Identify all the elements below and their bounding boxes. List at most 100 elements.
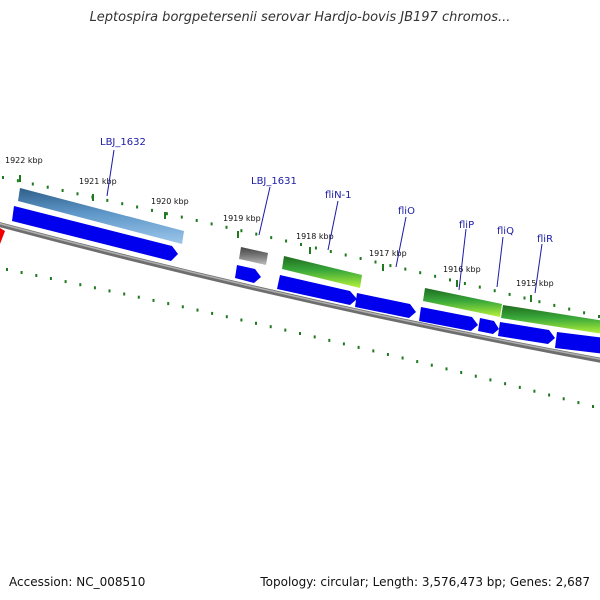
genome-backbone-highlight [0,222,600,360]
ruler-tick [518,385,521,389]
ruler-tick [225,225,228,229]
ruler-tick [121,202,124,206]
cds-arrow[interactable] [235,265,261,283]
ruler-tick [328,338,331,342]
ruler-tick [284,328,287,332]
ruler-tick [210,222,213,226]
ruler-tick [489,378,492,382]
ruler-tick [180,215,183,219]
ruler-tick [389,264,392,268]
gene-label-flip[interactable]: fliP [459,220,474,231]
cds-arrow[interactable] [12,206,178,261]
ruler-tick [344,253,347,257]
tick-label: 1919 kbp [223,214,261,223]
gene-feature-lbj1631[interactable] [239,247,268,265]
ruler-tick [108,289,111,293]
tick-label: 1920 kbp [151,197,189,206]
gene-label-lbj1631[interactable]: LBJ_1631 [251,176,297,187]
ruler-tick [299,332,301,335]
accession-text: Accession: NC_008510 [9,575,146,589]
map-title: Leptospira borgpetersenii serovar Hardjo… [89,10,511,25]
ruler-tick [31,182,34,186]
ruler-tick [538,300,541,304]
ruler-tick [374,260,377,264]
ruler-tick [404,267,407,271]
ruler-tick [419,271,422,275]
ruler-tick [359,257,362,260]
ruler-tick [493,289,496,293]
ruler-tick [79,283,82,287]
genome-backbone [0,222,600,363]
tick-label: 1921 kbp [79,177,117,186]
gene-label-lbj1632[interactable]: LBJ_1632 [100,137,146,148]
ruler-tick [583,311,586,315]
major-ticks [19,175,532,302]
ruler-tick [35,274,38,277]
ruler-tick [598,315,600,318]
gene-label-flin1[interactable]: fliN-1 [325,190,352,201]
ruler-tick [20,271,23,274]
gene-feature-lbj1632[interactable] [18,188,184,244]
gene-label-fliq[interactable]: fliQ [497,226,514,237]
ruler-tick [445,367,448,371]
ruler-tick [401,356,404,360]
ruler-tick [255,232,258,236]
ruler-tick [196,308,199,312]
gene-track [18,188,600,334]
ruler-tick [136,205,139,209]
cds-arrow[interactable] [478,318,499,334]
ruler-tick [504,382,507,386]
ruler-tick [313,335,316,339]
tick-label: 1918 kbp [296,232,334,241]
tick-label: 1917 kbp [369,249,407,258]
gene-feature-fliq-flir[interactable] [501,305,600,334]
ruler-tick [342,342,345,346]
ruler-tick [430,363,433,367]
cds-track [12,206,600,354]
topology-text: Topology: circular; Length: 3,576,473 bp… [260,575,590,589]
cds-arrow[interactable] [498,322,555,344]
gene-feature-flio-flip[interactable] [423,288,502,317]
gene-feature-flin1[interactable] [282,256,362,288]
cds-arrow[interactable] [355,293,416,318]
ruler-tick [478,285,481,289]
ruler-tick [225,315,228,319]
ruler-tick [533,389,536,393]
lower-tick-ruler [6,268,594,408]
ruler-tick [386,353,389,356]
ruler-tick [568,307,571,311]
gene-labels: LBJ_1632 LBJ_1631 fliN-1 fliO fliP fliQ … [100,137,553,294]
ruler-tick [46,185,49,189]
ruler-tick [255,321,257,325]
ruler-tick [269,325,272,329]
ruler-tick [460,371,463,374]
ruler-tick [93,286,96,290]
ruler-tick [592,405,594,408]
ruler-tick [240,318,243,322]
ruler-tick [123,292,126,296]
ruler-tick [463,282,466,285]
cds-arrow[interactable] [419,307,478,331]
gene-label-flio[interactable]: fliO [398,206,415,217]
ruler-tick [137,295,140,299]
ruler-tick [211,311,214,315]
tick-label: 1915 kbp [516,279,554,288]
ruler-tick [106,198,109,202]
ruler-tick [76,192,79,196]
red-marker [0,228,5,244]
ruler-tick [357,345,360,349]
ruler-tick [548,393,551,397]
ruler-tick [523,296,526,300]
gene-label-flir[interactable]: fliR [537,234,553,245]
ruler-tick [195,219,198,222]
cds-arrow[interactable] [277,275,357,305]
ruler-tick [508,292,511,296]
ruler-tick [2,176,4,179]
ruler-tick [553,303,556,307]
ruler-tick [577,401,580,405]
ruler-tick [16,179,19,183]
ruler-tick [270,236,273,240]
ruler-tick [61,189,64,192]
cds-arrow[interactable] [555,332,600,354]
